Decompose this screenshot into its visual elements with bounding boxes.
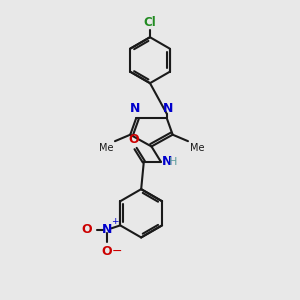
Text: Me: Me — [190, 143, 204, 153]
Text: N: N — [163, 102, 173, 115]
Text: Cl: Cl — [144, 16, 156, 29]
Text: O: O — [102, 244, 112, 257]
Text: N: N — [102, 223, 112, 236]
Text: O: O — [129, 133, 140, 146]
Text: −: − — [111, 244, 122, 257]
Text: O: O — [82, 223, 92, 236]
Text: N: N — [161, 155, 172, 168]
Text: Me: Me — [99, 143, 113, 153]
Text: +: + — [111, 217, 119, 226]
Text: H: H — [169, 157, 178, 167]
Text: N: N — [130, 102, 140, 115]
